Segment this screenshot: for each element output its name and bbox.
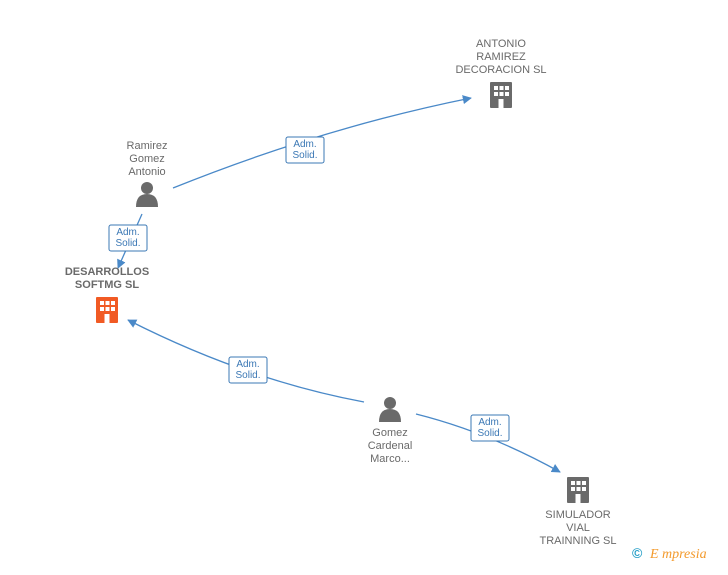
node-label: Gomez	[129, 153, 164, 165]
edge-label-text: Adm.	[293, 139, 316, 150]
brand-text: mpresia	[662, 547, 707, 562]
node-label: RAMIREZ	[476, 51, 526, 63]
watermark: © Empresia	[632, 545, 707, 562]
person-node[interactable]: RamirezGomezAntonio	[127, 140, 168, 207]
person-icon	[379, 397, 401, 422]
edge-label: Adm.Solid.	[471, 415, 509, 441]
edge-label-text: Solid.	[235, 370, 260, 381]
person-icon	[136, 182, 158, 207]
node-label: ANTONIO	[476, 38, 526, 50]
edge-label-text: Solid.	[292, 150, 317, 161]
node-label: Antonio	[128, 166, 165, 178]
node-label: Marco...	[370, 453, 410, 465]
node-label: VIAL	[566, 522, 590, 534]
edge-label-text: Adm.	[116, 227, 139, 238]
company-node[interactable]: DESARROLLOSSOFTMG SL	[65, 266, 149, 323]
brand-cap: E	[649, 547, 659, 562]
node-label: DESARROLLOS	[65, 266, 149, 278]
company-node[interactable]: SIMULADORVIALTRAINNING SL	[539, 477, 616, 547]
node-label: DECORACION SL	[455, 64, 546, 76]
node-label: TRAINNING SL	[539, 535, 616, 547]
edge-label: Adm.Solid.	[286, 137, 324, 163]
edge-label: Adm.Solid.	[109, 225, 147, 251]
copyright-symbol: ©	[632, 545, 643, 561]
node-label: Cardenal	[368, 440, 413, 452]
person-node[interactable]: GomezCardenalMarco...	[368, 397, 413, 465]
building-icon	[567, 477, 589, 503]
building-icon	[96, 297, 118, 323]
node-label: Gomez	[372, 427, 407, 439]
edge-label-text: Adm.	[478, 417, 501, 428]
edge-label-text: Solid.	[477, 428, 502, 439]
edge-label: Adm.Solid.	[229, 357, 267, 383]
edge-label-text: Adm.	[236, 359, 259, 370]
node-label: SOFTMG SL	[75, 279, 139, 291]
node-label: SIMULADOR	[545, 509, 610, 521]
building-icon	[490, 82, 512, 108]
edge-label-text: Solid.	[115, 238, 140, 249]
company-node[interactable]: ANTONIORAMIREZDECORACION SL	[455, 38, 546, 108]
node-label: Ramirez	[127, 140, 168, 152]
